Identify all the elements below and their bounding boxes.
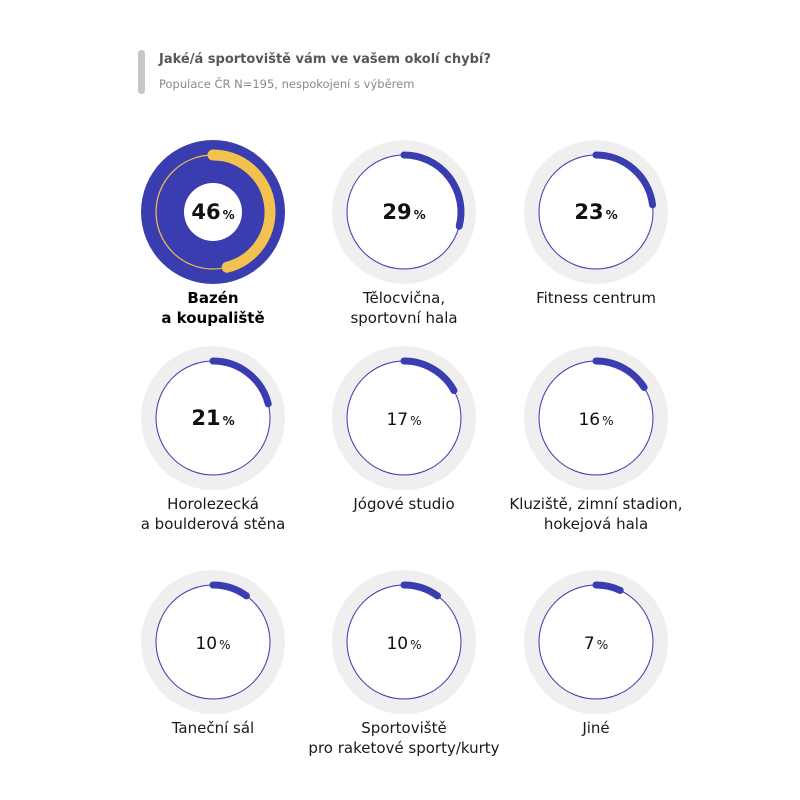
donut-tile: 23% Fitness centrum: [501, 140, 691, 350]
donut-value-arc: [400, 151, 465, 230]
donut-tile: 7% Jiné: [501, 570, 691, 780]
donut-chart: 29%: [332, 140, 476, 284]
donut-track: [332, 570, 476, 714]
category-label: Bazén a koupaliště: [161, 289, 265, 327]
donut-value-label: 21%: [191, 406, 234, 430]
donut-value-arc: [209, 357, 272, 408]
donut-chart: 21%: [141, 346, 285, 490]
donut-track: [524, 346, 668, 490]
donut-center: [540, 156, 652, 268]
donut-tile: 17% Jógové studio: [309, 346, 499, 556]
donut-chart: 23%: [524, 140, 668, 284]
donut-value-label: 16%: [578, 410, 613, 430]
donut-value-arc: [592, 151, 657, 209]
donut-tile: 21% Horolezecká a boulderová stěna: [118, 346, 308, 556]
donut-value-arc: [592, 581, 624, 594]
category-label: Fitness centrum: [536, 289, 656, 307]
donut-track: [524, 570, 668, 714]
donut-track: [332, 140, 476, 284]
donut-tile: 29% Tělocvična, sportovní hala: [309, 140, 499, 350]
category-label: Jógové studio: [353, 495, 455, 513]
donut-value-label: 46%: [191, 200, 234, 224]
donut-value-label: 17%: [386, 410, 421, 430]
category-label: Sportoviště pro raketové sporty/kurty: [308, 719, 500, 757]
category-label: Tělocvična, sportovní hala: [350, 289, 458, 327]
donut-chart: 10%: [141, 570, 285, 714]
donut-center: [540, 362, 652, 474]
donut-center: [157, 586, 269, 698]
donut-track: [524, 140, 668, 284]
donut-value-arc: [592, 357, 648, 391]
donut-value-arc: [400, 581, 441, 600]
donut-tile: 46% Bazén a koupaliště: [118, 140, 308, 350]
category-label: Jiné: [582, 719, 610, 737]
header-accent-bar: [138, 50, 145, 94]
donut-center: [540, 586, 652, 698]
donut-chart: 7%: [524, 570, 668, 714]
donut-center: [157, 362, 269, 474]
donut-value-label: 7%: [584, 634, 608, 654]
donut-value-label: 23%: [574, 200, 617, 224]
donut-chart: 10%: [332, 570, 476, 714]
donut-center: [348, 156, 460, 268]
donut-value-label: 10%: [195, 634, 230, 654]
donut-value-arc: [400, 357, 458, 395]
donut-chart: 16%: [524, 346, 668, 490]
donut-tile: 10% Taneční sál: [118, 570, 308, 780]
donut-tile: 16% Kluziště, zimní stadion, hokejová hal…: [501, 346, 691, 556]
chart-title: Jaké/á sportoviště vám ve vašem okolí ch…: [159, 52, 491, 67]
donut-value-arc: [209, 581, 250, 600]
donut-tile: 10% Sportoviště pro raketové sporty/kurty: [308, 570, 500, 780]
category-label: Horolezecká a boulderová stěna: [140, 495, 286, 533]
donut-center: [348, 362, 460, 474]
donut-value-label: 10%: [386, 634, 421, 654]
donut-chart: 46%: [141, 140, 285, 284]
category-label: Taneční sál: [171, 719, 255, 737]
donut-value-label: 29%: [382, 200, 425, 224]
donut-center: [184, 183, 242, 241]
donut-chart: 17%: [332, 346, 476, 490]
category-label: Kluziště, zimní stadion, hokejová hala: [509, 495, 683, 533]
donut-track: [141, 346, 285, 490]
chart-subtitle: Populace ČR N=195, nespokojení s výběrem: [159, 77, 415, 91]
donut-track: [332, 346, 476, 490]
donut-track: [141, 570, 285, 714]
donut-value-arc: [207, 149, 276, 273]
donut-center: [348, 586, 460, 698]
